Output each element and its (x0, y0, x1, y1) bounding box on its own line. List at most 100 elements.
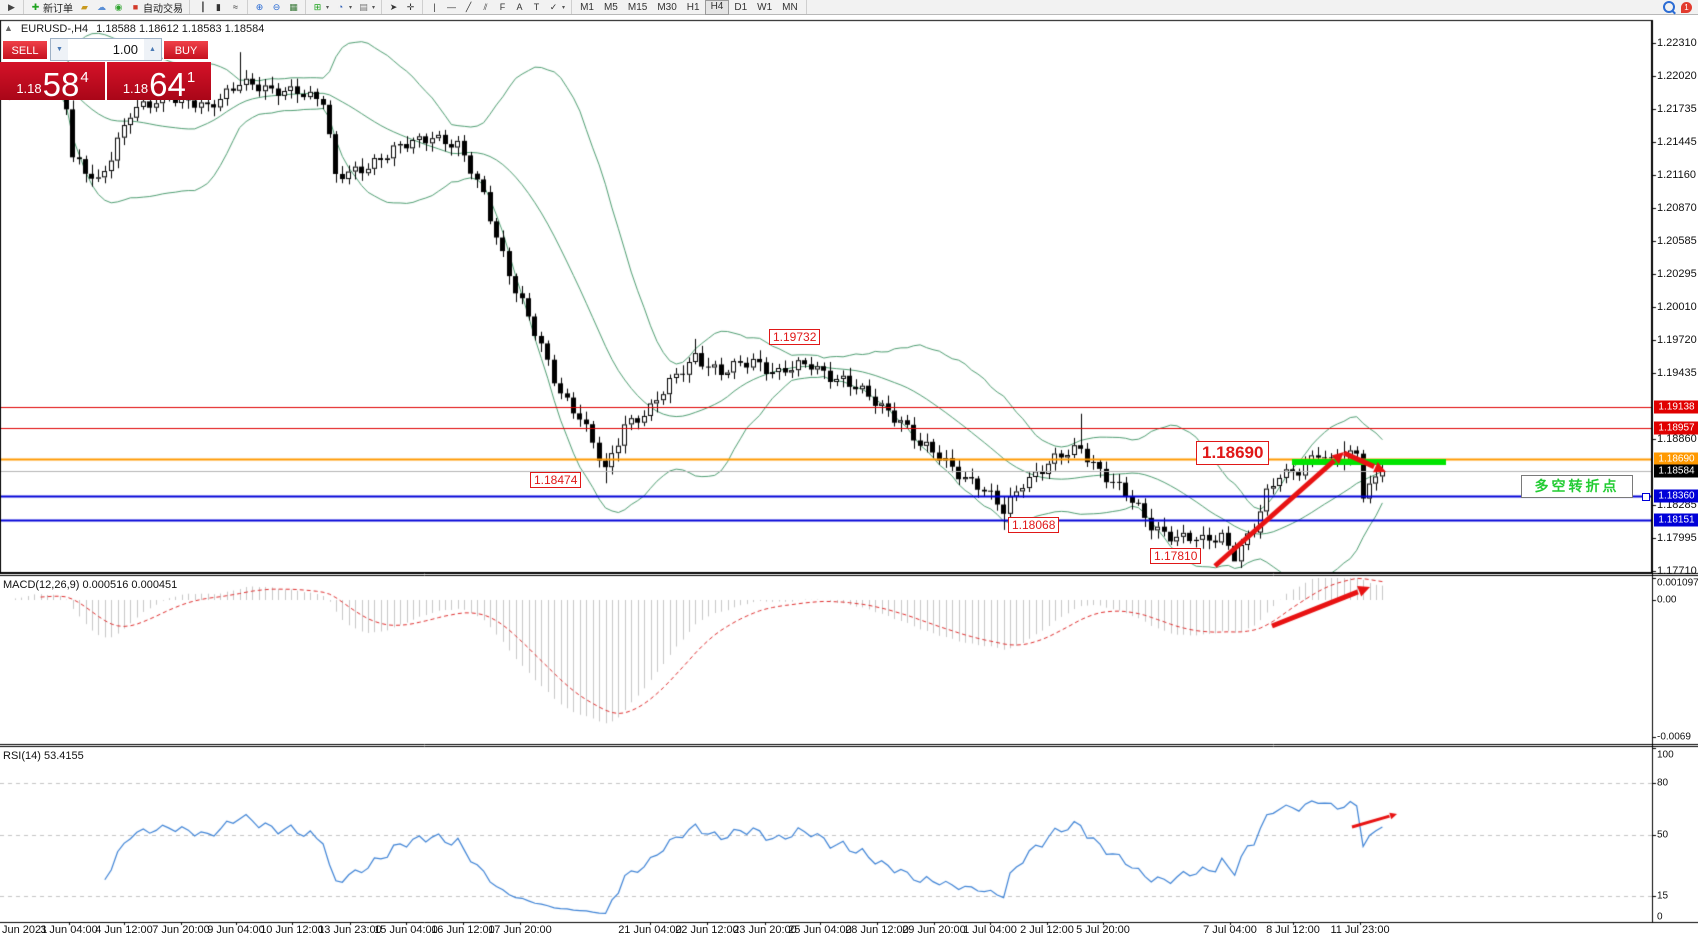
time-tick-label: 22 Jun 12:00 (675, 924, 739, 936)
price-tick-label: 1.20585 (1657, 234, 1697, 247)
rsi-tick-label: 50 (1657, 829, 1669, 841)
chevron-down-icon: ▾ (349, 4, 353, 11)
bar-chart-button[interactable]: ▕▏ (193, 1, 210, 14)
crosshair-icon: ✛ (406, 1, 415, 12)
time-tick-label: 23 Jun 20:00 (733, 924, 797, 936)
sell-button[interactable]: SELL (2, 40, 48, 60)
timeframe-button-h4[interactable]: H4 (704, 0, 730, 15)
timeframe-button-w1[interactable]: W1 (757, 1, 773, 13)
volume-down-button[interactable]: ▼ (51, 39, 68, 60)
note-text-object[interactable]: 多空转折点 (1521, 475, 1633, 498)
channel-button[interactable]: ⫽ (477, 1, 494, 14)
macd-tick-label: 0.00 (1657, 594, 1677, 606)
price-callout-label[interactable]: 1.19732 (769, 329, 821, 345)
price-callout-label[interactable]: 1.17810 (1150, 548, 1202, 564)
arrow-cursor-icon: ➤ (389, 1, 398, 12)
chevron-down-icon: ▾ (326, 4, 330, 11)
cursor-button[interactable]: ▶ (3, 1, 20, 14)
price-tick-label: 1.22310 (1657, 37, 1697, 49)
timeframe-button-h1[interactable]: H1 (686, 1, 700, 13)
price-level-badge: 1.18957 (1654, 421, 1698, 435)
bid-price-panel[interactable]: 1.18 58 4 (0, 62, 105, 101)
toolbar-button-label: 新订单 (43, 3, 73, 15)
time-tick-label: 10 Jun 12:00 (260, 924, 324, 936)
text-icon: A (516, 1, 523, 12)
price-tick-label: 1.20295 (1657, 268, 1697, 281)
zoom-in-icon: ⊕ (255, 1, 264, 12)
arrow-cursor-button[interactable]: ➤ (385, 1, 402, 14)
label-button[interactable]: T (528, 1, 545, 14)
symbol-period-label: EURUSD-,H4 (20, 23, 89, 35)
rsi-indicator-label: RSI(14) 53.4155 (3, 750, 84, 762)
gold-button[interactable]: ▰ (76, 1, 93, 14)
timeframe-button-m5[interactable]: M5 (603, 1, 618, 13)
bid-prefix: 1.18 (16, 81, 42, 96)
tile-windows-button[interactable]: ▦ (285, 1, 302, 14)
macd-tick-label: -0.0069 (1657, 731, 1691, 743)
panel-divider[interactable] (0, 570, 1698, 576)
new-order-button[interactable]: ✚ 新订单 (27, 1, 76, 15)
time-tick-label: 25 Jun 04:00 (788, 924, 852, 936)
one-click-panel-toggle-icon[interactable]: ▲ (4, 23, 13, 33)
time-tick-label: 21 Jun 04:00 (618, 924, 682, 936)
time-tick-label: 15 Jun 04:00 (374, 924, 438, 936)
zoom-in-button[interactable]: ⊕ (251, 1, 268, 14)
volume-box: ▼ 1.00 ▲ (50, 38, 162, 61)
hline-selection-handle[interactable] (1642, 493, 1650, 501)
period-button[interactable]: ◔ ▾ (332, 1, 355, 14)
time-tick-label: 7 Jul 04:00 (1203, 924, 1257, 936)
ask-big-digits: 64 (149, 66, 186, 103)
autotrade-button[interactable]: ■ 自动交易 (127, 1, 186, 15)
candle-chart-button[interactable]: ▮ (210, 1, 227, 14)
time-tick-label: 11 Jul 23:00 (1330, 924, 1390, 936)
price-callout-label[interactable]: 1.18068 (1008, 517, 1060, 533)
zoom-out-button[interactable]: ⊖ (268, 1, 285, 14)
timeframe-button-m30[interactable]: M30 (657, 1, 677, 13)
new-chart-button[interactable]: ⊞ ▾ (309, 1, 332, 14)
vline-button[interactable]: | (426, 1, 443, 14)
template-button[interactable]: ▤ ▾ (355, 1, 378, 14)
text-button[interactable]: A (511, 1, 528, 14)
channel-icon: ⫽ (483, 1, 488, 12)
volume-up-button[interactable]: ▲ (144, 39, 161, 60)
trendline-button[interactable]: ╱ (460, 1, 477, 14)
arrows-button[interactable]: ✓ ▾ (545, 1, 568, 14)
line-chart-button[interactable]: ≈ (227, 1, 244, 14)
price-tick-label: 1.22020 (1657, 70, 1697, 83)
fibo-button[interactable]: F (494, 1, 511, 14)
cursor-icon: ▶ (8, 1, 15, 12)
price-tick-label: 1.17995 (1657, 532, 1697, 545)
timeframe-button-m1[interactable]: M1 (580, 1, 594, 13)
buy-button[interactable]: BUY (163, 40, 209, 60)
timeframe-button-d1[interactable]: D1 (734, 1, 748, 13)
template-icon: ▤ (359, 1, 368, 12)
vline-icon: | (433, 1, 436, 12)
search-icon[interactable] (1663, 1, 1675, 13)
ask-price-panel[interactable]: 1.18 64 1 (107, 62, 211, 103)
period-icon: ◔ (337, 1, 344, 12)
tile-windows-icon: ▦ (289, 1, 298, 12)
time-tick-label: 7 Jun 20:00 (152, 924, 210, 936)
panel-divider[interactable] (0, 741, 1698, 747)
signal-button[interactable]: ◉ (110, 1, 127, 14)
volume-input[interactable]: 1.00 (112, 42, 138, 57)
price-tick-label: 1.19720 (1657, 334, 1697, 347)
price-callout-label[interactable]: 1.18690 (1196, 441, 1270, 465)
price-tick-label: 1.21735 (1657, 102, 1697, 115)
timeframe-button-mn[interactable]: MN (782, 1, 798, 13)
ask-prefix: 1.18 (122, 81, 149, 96)
price-tick-label: 1.19435 (1657, 366, 1697, 379)
gold-icon: ▰ (81, 1, 88, 12)
price-level-badge: 1.18151 (1654, 513, 1698, 527)
cloud-button[interactable]: ☁ (93, 1, 110, 14)
price-callout-label[interactable]: 1.18474 (530, 472, 582, 488)
hline-button[interactable]: — (443, 1, 460, 14)
new-chart-icon: ⊞ (313, 1, 322, 12)
crosshair-button[interactable]: ✛ (402, 1, 419, 14)
notification-badge[interactable]: 1 (1681, 1, 1692, 13)
price-level-badge: 1.18690 (1654, 452, 1698, 465)
time-tick-label: 29 Jun 20:00 (902, 924, 966, 936)
timeframe-button-m15[interactable]: M15 (627, 1, 648, 13)
time-tick-label: 13 Jun 23:00 (318, 924, 382, 936)
